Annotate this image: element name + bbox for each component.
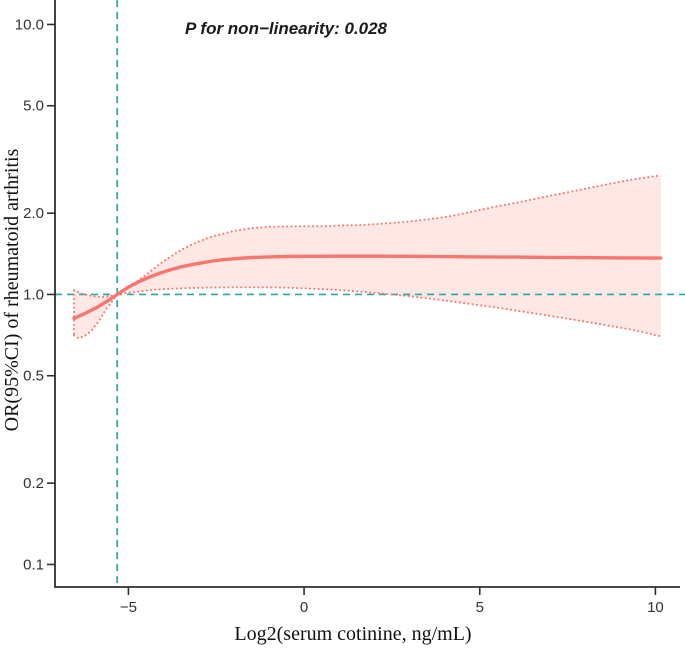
y-tick-label: 0.1	[23, 556, 44, 573]
y-tick-label: 0.5	[23, 368, 44, 385]
plot-layers: 10.0 5.0 2.0 1.0 0.5 0.2 0.1 −5 0 5 10	[15, 0, 685, 616]
or-spline-curve	[72, 254, 663, 321]
y-tick-label: 0.2	[23, 475, 44, 492]
p-nonlinearity-annotation: P for non−linearity: 0.028	[185, 19, 388, 38]
x-tick-label: 10	[647, 599, 664, 616]
upper95-dotted-bound	[73, 174, 662, 299]
axis-lines	[54, 0, 680, 588]
x-axis-title: Log2(serum cotinine, ng/mL)	[234, 623, 471, 645]
y-tick-label: 5.0	[23, 98, 44, 115]
x-tick-label: −5	[120, 599, 137, 616]
x-tick-label: 5	[476, 599, 484, 616]
y-tick-label: 2.0	[23, 205, 44, 222]
y-tick-label: 1.0	[23, 286, 44, 303]
y-tick-label: 10.0	[15, 16, 44, 33]
x-tick-label: 0	[300, 599, 308, 616]
y-axis-title: OR(95%CI) of rheumatoid arthritis	[1, 148, 23, 431]
